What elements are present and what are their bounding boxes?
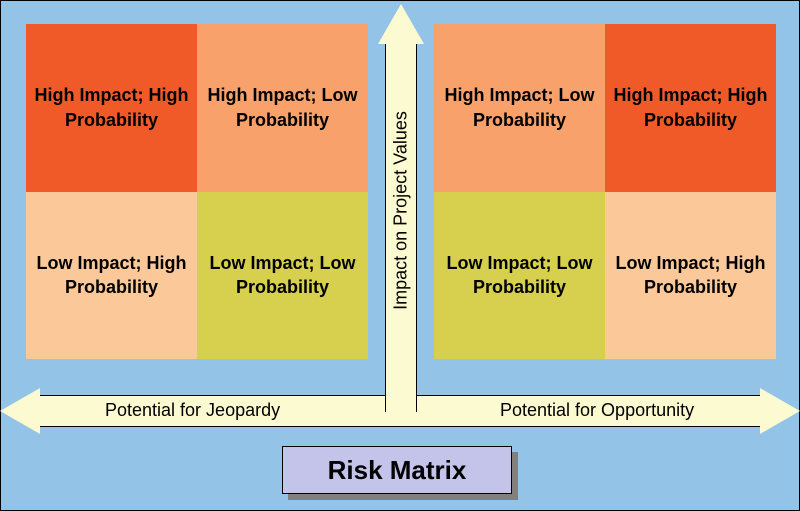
horizontal-axis-right-label: Potential for Opportunity	[500, 400, 694, 421]
horizontal-axis-left-label: Potential for Jeopardy	[105, 400, 280, 421]
cell-opportunity-low-low: Low Impact; Low Probability	[434, 192, 605, 360]
jeopardy-grid: High Impact; High Probability High Impac…	[26, 24, 368, 359]
cell-opportunity-low-high: Low Impact; High Probability	[605, 192, 776, 360]
opportunity-grid: High Impact; Low Probability High Impact…	[434, 24, 776, 359]
cell-jeopardy-low-low: Low Impact; Low Probability	[197, 192, 368, 360]
cell-jeopardy-high-low: High Impact; Low Probability	[197, 24, 368, 192]
cell-opportunity-high-high: High Impact; High Probability	[605, 24, 776, 192]
cell-opportunity-high-low: High Impact; Low Probability	[434, 24, 605, 192]
arrow-head-right-icon	[760, 388, 800, 434]
diagram-title: Risk Matrix	[282, 446, 512, 494]
cell-jeopardy-low-high: Low Impact; High Probability	[26, 192, 197, 360]
vertical-axis-label: Impact on Project Values	[391, 105, 412, 317]
arrow-head-left-icon	[0, 388, 40, 434]
arrow-head-up-icon	[378, 4, 424, 44]
cell-jeopardy-high-high: High Impact; High Probability	[26, 24, 197, 192]
diagram-title-text: Risk Matrix	[328, 455, 467, 486]
